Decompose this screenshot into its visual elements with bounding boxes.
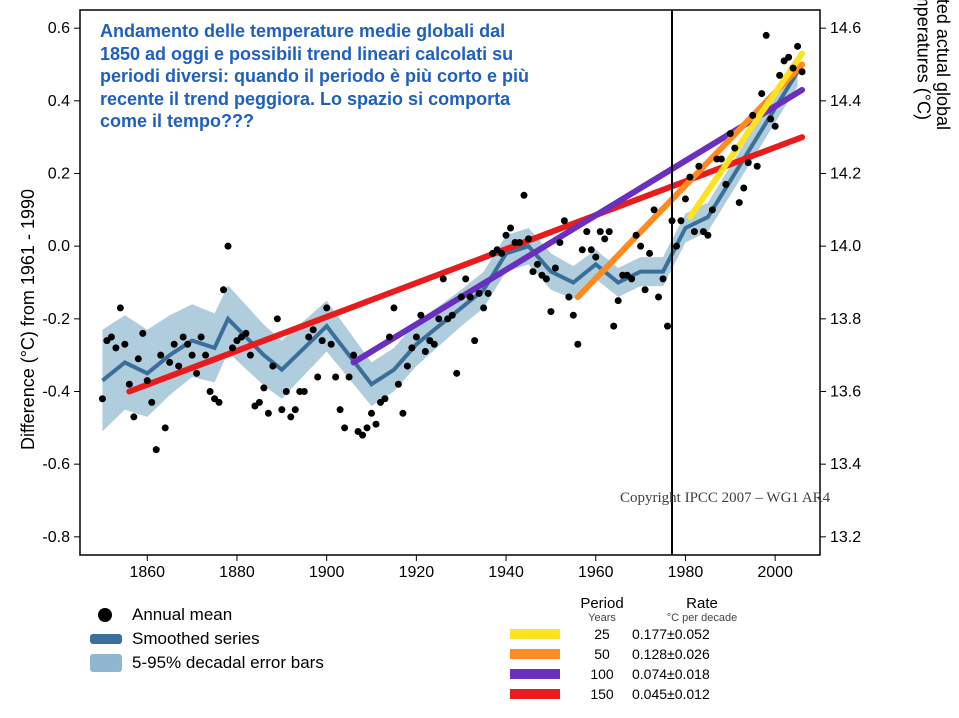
svg-text:1980: 1980 [668,564,704,581]
svg-text:13.8: 13.8 [830,311,861,328]
rate-swatch [510,689,560,699]
overlay-line: 1850 ad oggi e possibili trend lineari c… [100,43,529,66]
rate-row: 250.177±0.052 [510,624,840,644]
copyright-text: Copyright IPCC 2007 – WG1 AR4 [620,490,830,507]
period-sub: Years [572,612,632,624]
rate-swatch [510,629,560,639]
svg-text:0.0: 0.0 [48,238,70,255]
rate-swatch [510,649,560,659]
rate-row: 1000.074±0.018 [510,664,840,684]
svg-text:14.2: 14.2 [830,166,861,183]
svg-text:14.4: 14.4 [830,93,861,110]
legend-annual: Annual mean [90,605,324,625]
svg-text:0.2: 0.2 [48,166,70,183]
rate-table: Period Rate Years °C per decade 250.177±… [510,595,840,704]
legend-smoothed: Smoothed series [90,629,324,649]
overlay-line: Andamento delle temperature medie global… [100,20,529,43]
overlay-line: recente il trend peggiora. Lo spazio si … [100,88,529,111]
rate-value: 0.045±0.012 [632,686,772,702]
rate-years: 100 [572,666,632,682]
rate-value: 0.128±0.026 [632,646,772,662]
svg-text:13.6: 13.6 [830,384,861,401]
svg-text:2000: 2000 [757,564,793,581]
y-axis-left-label: Difference (°C) from 1961 - 1990 [18,189,39,450]
svg-text:14.0: 14.0 [830,238,861,255]
svg-text:1940: 1940 [488,564,524,581]
rate-row: 1500.045±0.012 [510,684,840,704]
rate-swatch [510,669,560,679]
svg-text:-0.4: -0.4 [42,384,70,401]
description-overlay: Andamento delle temperature medie global… [100,20,529,133]
legend-band-label: 5-95% decadal error bars [132,653,324,673]
svg-text:0.6: 0.6 [48,20,70,37]
svg-text:-0.2: -0.2 [42,311,70,328]
y-axis-right-label-2: mean temperatures (°C) [912,0,933,120]
svg-text:1900: 1900 [309,564,345,581]
svg-text:1920: 1920 [399,564,435,581]
rate-sub: °C per decade [632,612,772,624]
svg-text:13.2: 13.2 [830,529,861,546]
svg-text:13.4: 13.4 [830,456,861,473]
svg-text:1880: 1880 [219,564,255,581]
legend-smoothed-swatch [90,634,122,644]
overlay-line: periodi diversi: quando il periodo è più… [100,65,529,88]
rate-value: 0.074±0.018 [632,666,772,682]
rate-value: 0.177±0.052 [632,626,772,642]
svg-text:1860: 1860 [129,564,165,581]
svg-text:0.4: 0.4 [48,93,70,110]
rate-header: Rate [632,595,772,612]
overlay-line: come il tempo??? [100,110,529,133]
period-header: Period [572,595,632,612]
legend-band-swatch [90,654,122,672]
svg-text:-0.8: -0.8 [42,529,70,546]
rate-years: 50 [572,646,632,662]
legend-smoothed-label: Smoothed series [132,629,260,649]
rate-row: 500.128±0.026 [510,644,840,664]
svg-text:-0.6: -0.6 [42,456,70,473]
legend: Annual mean Smoothed series 5-95% decada… [90,605,324,677]
svg-text:14.6: 14.6 [830,20,861,37]
rate-years: 25 [572,626,632,642]
legend-annual-label: Annual mean [132,605,232,625]
legend-band: 5-95% decadal error bars [90,653,324,673]
legend-annual-marker [98,608,112,622]
y-axis-right-label-1: Estimated actual global [932,0,953,130]
svg-text:1960: 1960 [578,564,614,581]
rate-years: 150 [572,686,632,702]
